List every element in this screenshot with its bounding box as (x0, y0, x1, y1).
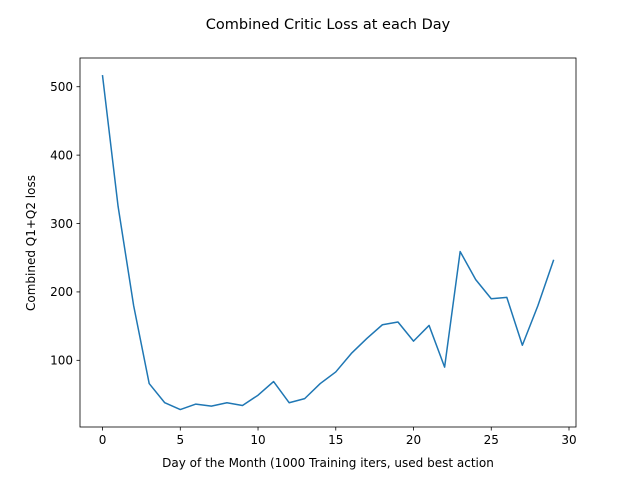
series-line (101, 74, 555, 411)
chart-title: Combined Critic Loss at each Day (206, 17, 451, 33)
y-tick-label: 200 (50, 285, 73, 299)
x-tick-label: 30 (561, 433, 576, 447)
y-tick-label: 500 (50, 80, 73, 94)
x-tick-label: 5 (176, 433, 184, 447)
y-tick-label: 100 (50, 354, 73, 368)
x-axis: 0 5 10 15 20 25 30 (99, 427, 577, 447)
plot-area (79, 57, 577, 428)
x-tick-label: 10 (250, 433, 265, 447)
axes-frame (79, 57, 577, 428)
x-axis-label: Day of the Month (1000 Training iters, u… (162, 456, 494, 470)
y-tick-label: 400 (50, 148, 73, 162)
x-tick-label: 25 (484, 433, 499, 447)
y-axis-label: Combined Q1+Q2 loss (24, 175, 38, 311)
y-tick-label: 300 (50, 217, 73, 231)
y-axis: 100 200 300 400 500 (50, 80, 80, 368)
x-tick-label: 0 (99, 433, 107, 447)
x-tick-label: 15 (328, 433, 343, 447)
x-tick-label: 20 (406, 433, 421, 447)
